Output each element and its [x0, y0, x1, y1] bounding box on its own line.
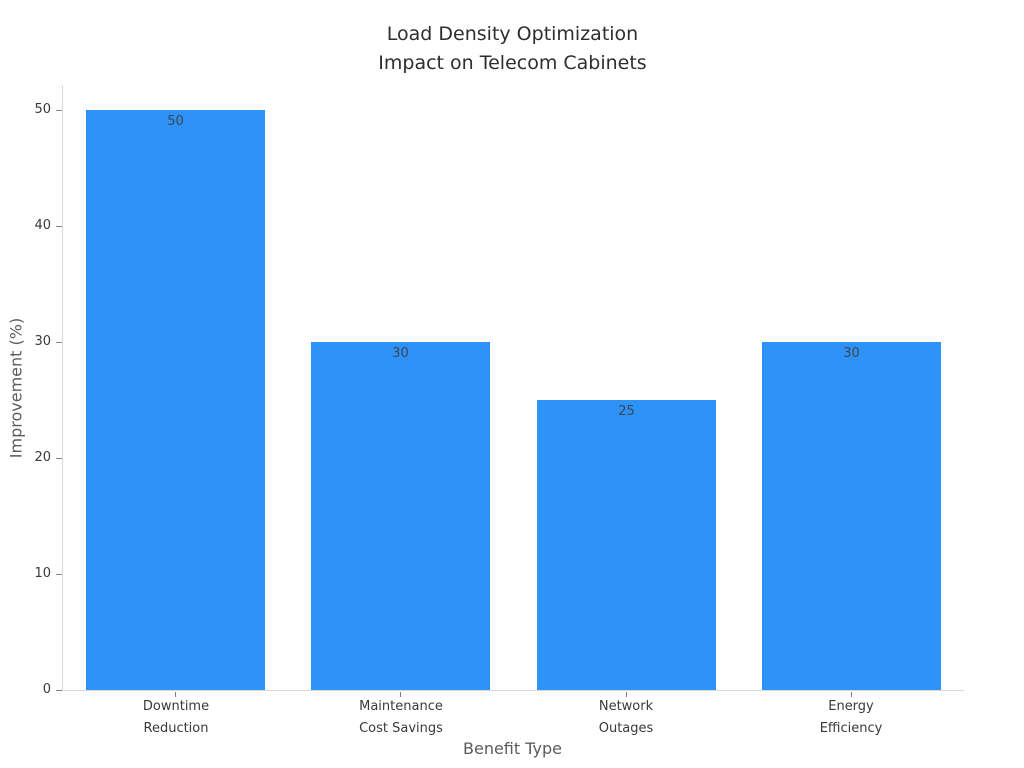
y-tick-label: 20	[34, 450, 51, 466]
y-tick-label: 30	[34, 334, 51, 350]
bar: 30	[762, 342, 941, 690]
bar-value-label: 30	[392, 346, 409, 361]
bar-value-label: 50	[167, 114, 184, 129]
x-tick-mark	[400, 692, 402, 697]
y-tick-mark	[56, 341, 62, 343]
bar-value-label: 25	[618, 404, 635, 419]
bar: 25	[537, 400, 716, 690]
y-tick-label: 40	[34, 218, 51, 234]
x-tick-label: Downtime Reduction	[142, 699, 210, 736]
bar: 50	[86, 110, 265, 690]
x-tick-label: Network Outages	[598, 699, 654, 736]
y-tick-label: 0	[42, 682, 51, 697]
y-tick-label: 10	[34, 566, 51, 582]
y-tick-mark	[56, 457, 62, 459]
bar-value-label: 30	[843, 346, 860, 361]
y-tick-mark	[56, 573, 62, 575]
chart-title: Load Density Optimization Impact on Tele…	[378, 23, 647, 74]
y-tick-label: 50	[34, 102, 51, 118]
bar: 30	[311, 342, 490, 690]
x-tick-mark	[175, 692, 177, 697]
x-axis-label: Benefit Type	[463, 739, 562, 758]
y-tick-mark	[56, 225, 62, 227]
x-tick-mark	[625, 692, 627, 697]
x-tick-mark	[850, 692, 852, 697]
plot-area: 0 10 20 30 40 50 50 Downtime Reduction 30 Mainten…	[34, 85, 964, 736]
y-tick-mark	[56, 109, 62, 111]
x-tick-label: Energy Efficiency	[819, 699, 883, 736]
y-tick-mark	[56, 689, 62, 691]
x-tick-label: Maintenance Cost Savings	[359, 699, 443, 736]
